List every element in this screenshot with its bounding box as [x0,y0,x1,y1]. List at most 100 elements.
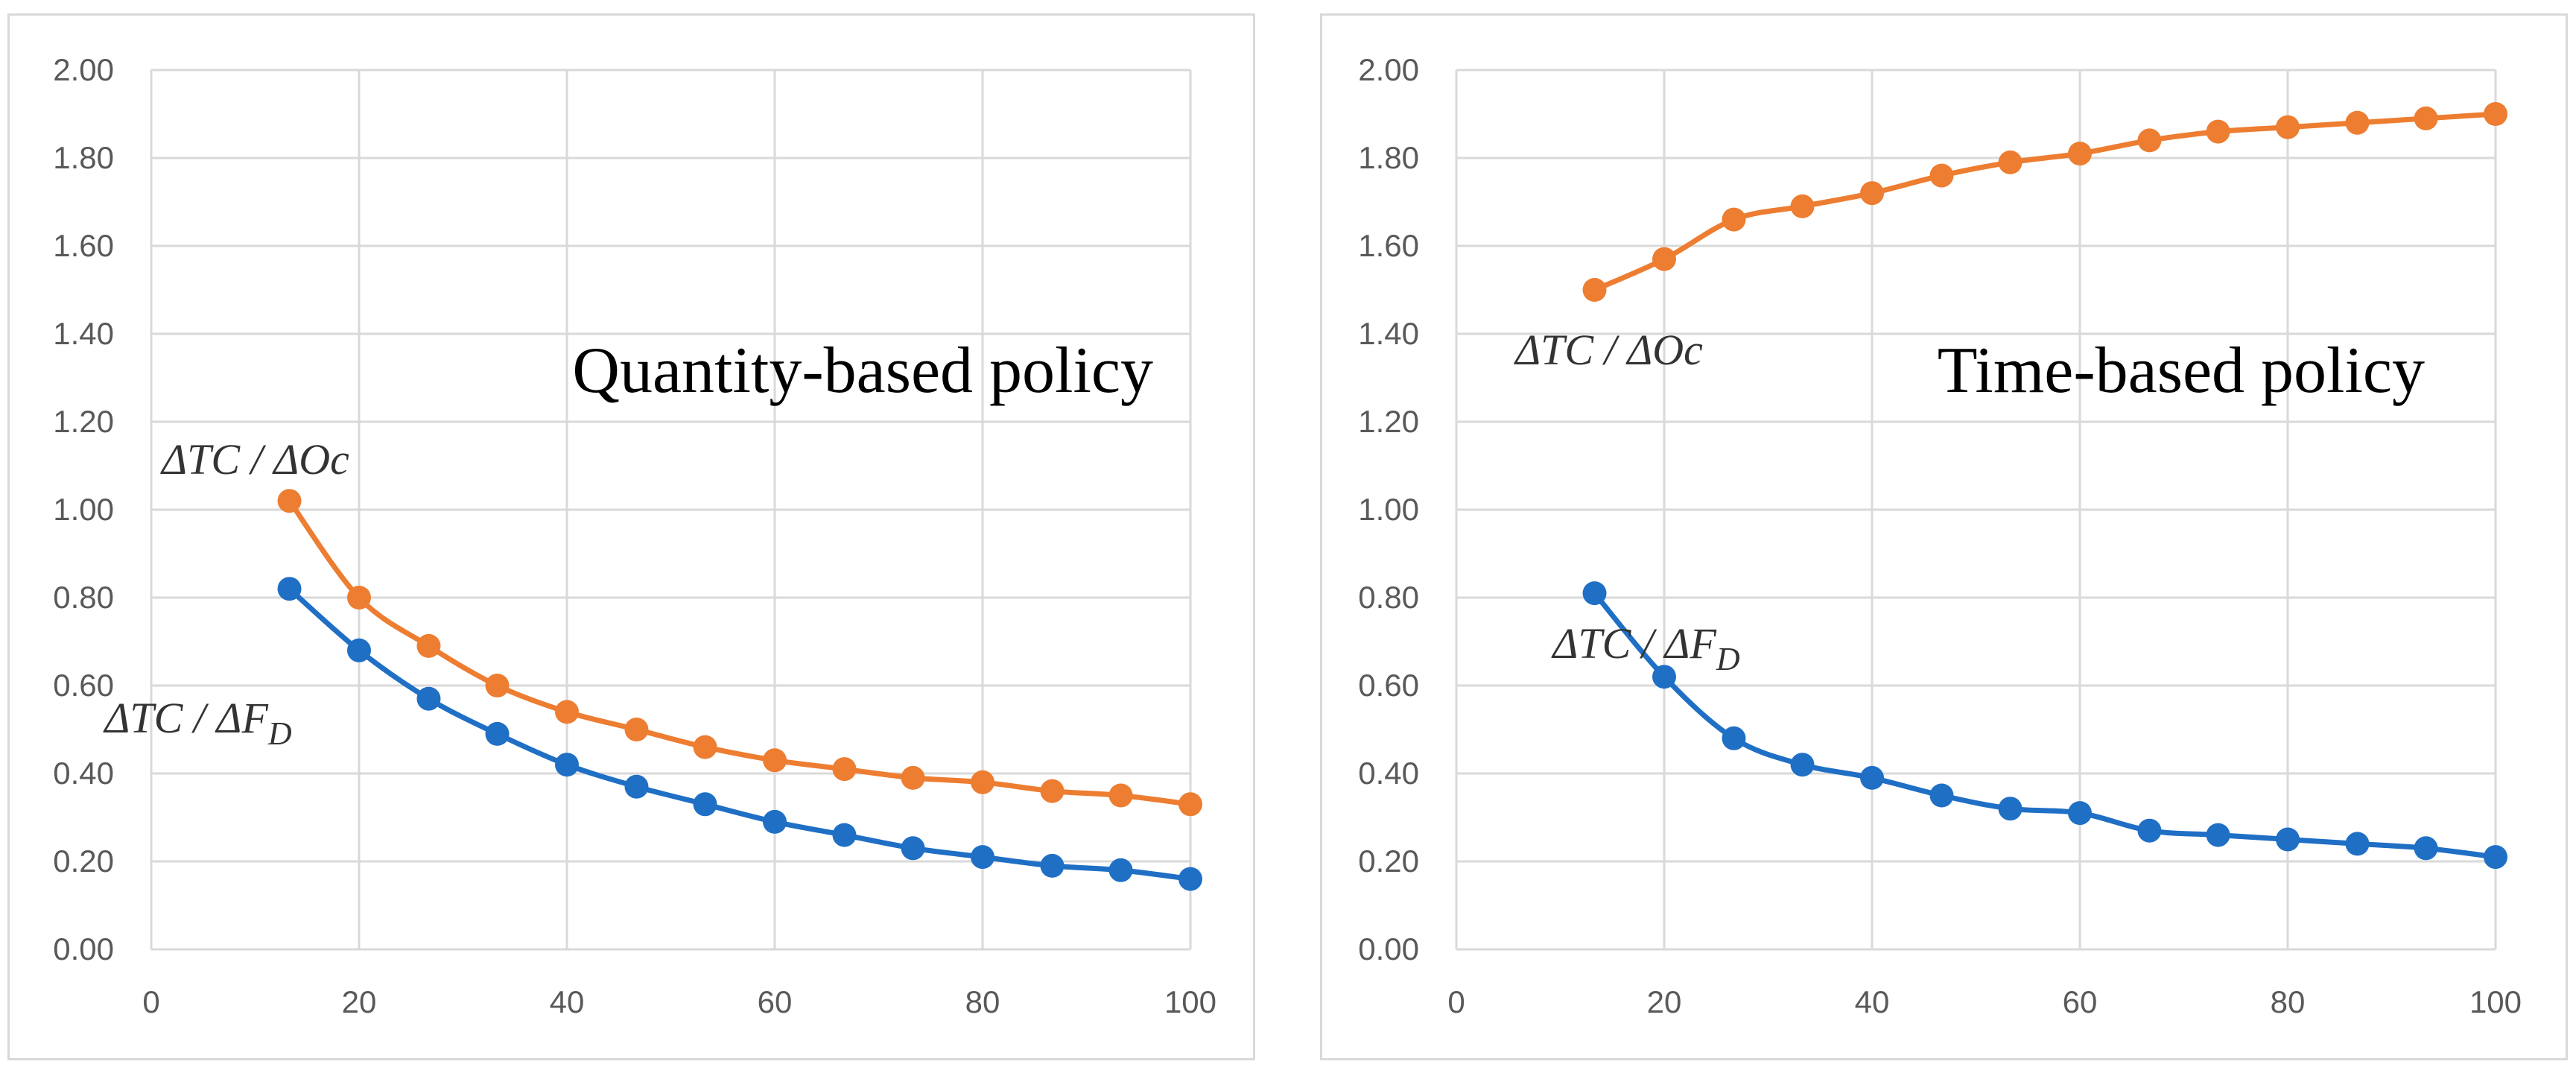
x-tick-label: 20 [1647,984,1682,1019]
data-point [1860,765,1884,790]
data-point [1860,181,1884,206]
data-point [1178,792,1202,817]
data-point [2068,801,2092,826]
data-point [624,718,649,741]
data-point [1178,867,1202,891]
data-point [901,765,925,790]
data-point [1722,726,1746,750]
data-point [2345,832,2370,856]
data-point [2206,823,2230,847]
x-tick-label: 60 [2063,984,2098,1019]
x-tick-label: 0 [142,984,159,1019]
data-point [1998,150,2023,174]
data-point [485,674,510,697]
y-tick-label: 0.20 [53,844,114,879]
y-tick-label: 1.20 [1358,404,1419,439]
y-tick-label: 2.00 [53,52,114,87]
chart-title: Quantity-based policy [572,335,1153,407]
x-tick-label: 0 [1447,984,1465,1019]
data-point [485,721,510,746]
x-tick-label: 20 [342,984,377,1019]
y-tick-label: 1.60 [1358,228,1419,263]
y-tick-label: 0.00 [53,931,114,966]
data-point [1929,163,1954,188]
y-tick-label: 1.60 [53,228,114,263]
x-tick-label: 80 [965,984,1000,1019]
series-label: ΔTC / ΔOc [160,435,349,484]
x-tick-label: 80 [2271,984,2306,1019]
data-point [624,774,649,799]
data-point [1108,858,1133,882]
series-line [1593,111,2496,293]
series-label-main: ΔTC / ΔF [103,694,268,742]
series-label-main: ΔTC / ΔF [1551,619,1716,668]
data-point [2345,110,2370,135]
data-point [763,748,787,773]
y-tick-label: 0.40 [53,756,114,791]
x-tick-label: 100 [1164,984,1216,1019]
data-point [2276,827,2300,852]
series-label: ΔTC / ΔOc [1514,326,1703,374]
data-point [347,638,371,662]
series-label-subscript: D [267,715,292,752]
data-point [901,836,925,861]
data-point [1040,779,1065,803]
series-label-main: ΔTC / ΔOc [160,435,349,484]
y-tick-label: 0.20 [1358,844,1419,879]
y-tick-label: 0.60 [53,668,114,703]
y-tick-label: 1.40 [53,316,114,351]
data-point [416,633,441,658]
series-label: ΔTC / ΔFD [1551,619,1740,677]
data-point [1108,783,1133,808]
y-tick-label: 1.00 [53,492,114,527]
chart-title: Time-based policy [1938,335,2425,407]
y-tick-label: 1.80 [53,140,114,175]
data-point [2206,119,2230,144]
x-tick-label: 60 [758,984,793,1019]
y-tick-label: 1.80 [1358,140,1419,175]
data-point [555,700,579,724]
data-point [2414,836,2438,861]
data-point [1652,665,1676,689]
data-point [2484,102,2507,126]
x-tick-label: 40 [550,984,585,1019]
data-point [2276,115,2300,139]
data-point [1790,753,1815,777]
y-tick-label: 1.40 [1358,316,1419,351]
data-point [2484,845,2507,870]
y-tick-label: 1.20 [53,404,114,439]
y-tick-label: 0.40 [1358,756,1419,791]
time-based-chart-panel: 0.00 0.20 0.40 0.60 0.80 1.00 1.20 1.40 1.60 1.80… [1320,13,2568,1060]
series-label-main: ΔTC / ΔOc [1514,326,1703,374]
time-based-chart: 0.00 0.20 0.40 0.60 0.80 1.00 1.20 1.40 1.60 1.80… [1358,52,2522,1019]
y-tick-label: 0.80 [53,580,114,615]
x-tick-label: 100 [2469,984,2522,1019]
data-point [416,686,441,711]
y-tick-label: 2.00 [1358,52,1419,87]
series-label-subscript: D [1716,641,1740,677]
data-point [2137,128,2162,153]
data-point [763,809,787,834]
x-tick-label: 40 [1855,984,1890,1019]
y-tick-label: 1.00 [1358,492,1419,527]
series-line [1592,591,2496,860]
quantity-based-chart: 0.00 0.20 0.40 0.60 0.80 1.00 1.20 1.40 1.60 1.80… [53,52,1216,1019]
y-tick-label: 0.80 [1358,580,1419,615]
quantity-based-chart-panel: 0.00 0.20 0.40 0.60 0.80 1.00 1.20 1.40 1.60 1.80… [7,13,1255,1060]
data-point [555,753,579,777]
series-label: ΔTC / ΔFD [103,694,292,752]
y-tick-label: 0.00 [1358,931,1419,966]
data-point [1790,194,1815,218]
data-point [2068,142,2092,166]
data-point [277,577,302,601]
data-point [1652,247,1676,271]
data-point [1040,853,1065,878]
data-point [832,823,857,847]
data-point [1998,797,2023,821]
data-point [2137,818,2162,843]
data-point [277,489,302,513]
data-point [1722,207,1746,232]
y-tick-label: 0.60 [1358,668,1419,703]
data-point [1582,581,1607,606]
data-point [347,586,371,610]
